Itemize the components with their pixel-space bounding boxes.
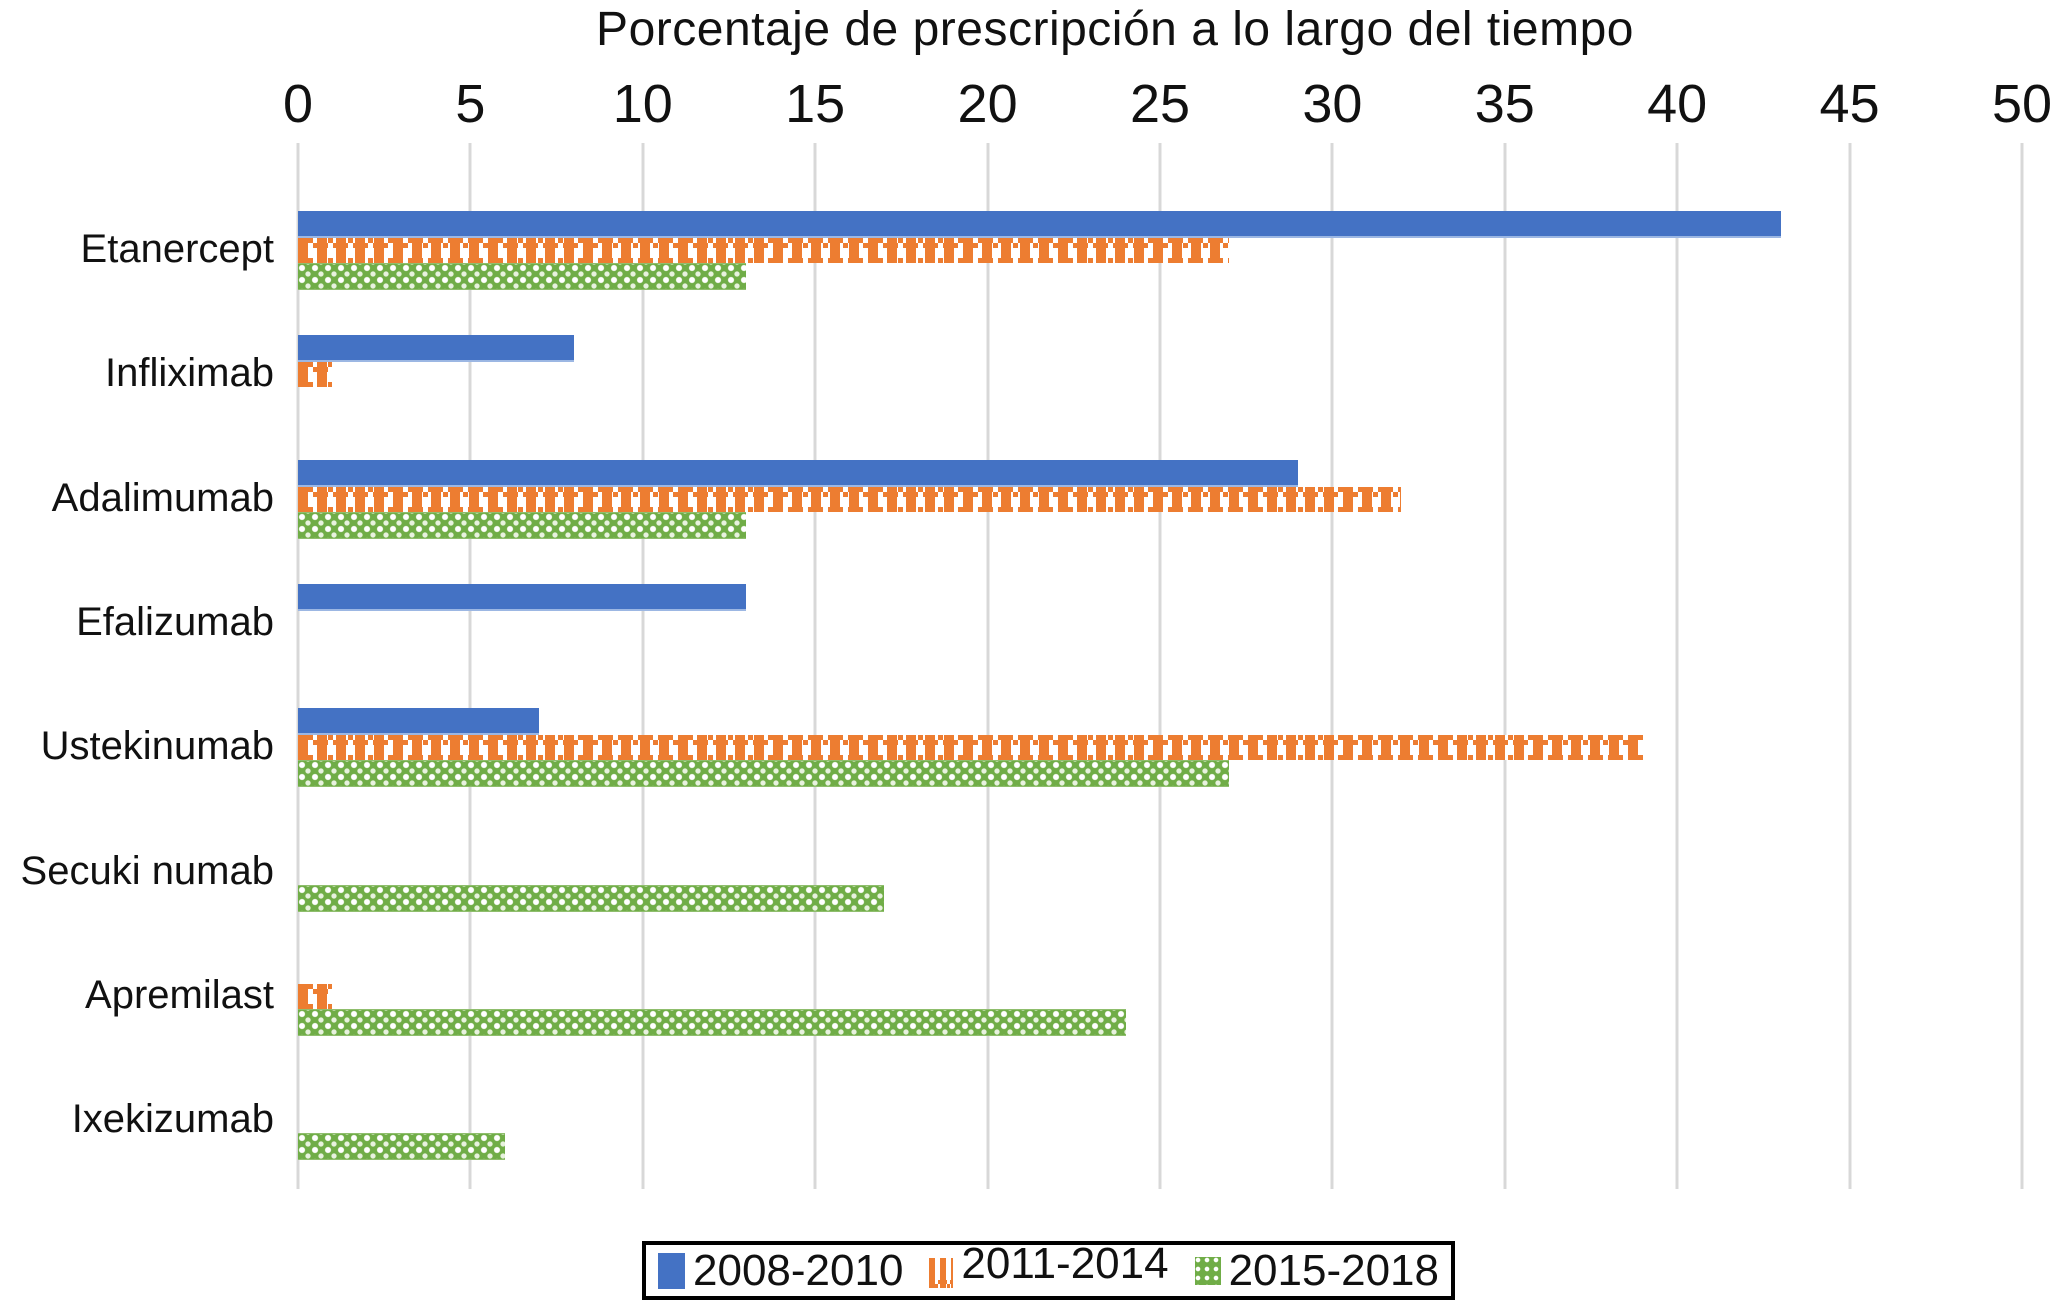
category-label: Secuki numab: [20, 848, 274, 893]
x-tick-label: 15: [785, 74, 846, 134]
category-row: Ixekizumab: [0, 1081, 2051, 1160]
bar: [298, 460, 1298, 487]
bar: [298, 335, 574, 362]
bar: [298, 584, 747, 611]
category-label: Ixekizumab: [71, 1096, 274, 1141]
x-tick-label: 35: [1474, 74, 1535, 134]
bar: [298, 263, 747, 290]
category-row: Adalimumab: [0, 460, 2051, 539]
category-label: Adalimumab: [51, 475, 274, 520]
category-row: Apremilast: [0, 957, 2051, 1036]
x-tick-label: 40: [1647, 74, 1708, 134]
gridline: [2020, 143, 2024, 1189]
gridline: [1503, 143, 1507, 1189]
category-label: Efalizumab: [76, 599, 274, 644]
category-row: Secuki numab: [0, 833, 2051, 912]
category-label: Ustekinumab: [40, 723, 274, 768]
bar: [298, 362, 333, 387]
gridline: [641, 143, 645, 1189]
category-label: Etanercept: [80, 226, 274, 271]
bar-group: [298, 833, 2022, 912]
bar-group: [298, 957, 2022, 1036]
x-tick-label: 30: [1302, 74, 1363, 134]
bar-group: [298, 460, 2022, 539]
gridline: [1848, 143, 1852, 1189]
legend-label: 2011-2014: [961, 1238, 1169, 1288]
legend-swatch-icon: [1194, 1256, 1221, 1285]
gridline: [296, 143, 300, 1189]
bar: [298, 1133, 505, 1160]
gridline: [468, 143, 472, 1189]
gridline: [1675, 143, 1679, 1189]
legend-swatch-icon: [929, 1257, 954, 1288]
gridline: [986, 143, 990, 1189]
x-tick-label: 45: [1819, 74, 1880, 134]
legend-label: 2008-2010: [693, 1245, 904, 1295]
bar: [298, 735, 1643, 760]
chart-title: Porcentaje de prescripción a lo largo de…: [596, 3, 1634, 56]
legend-item: 2015-2018: [1194, 1245, 1439, 1296]
legend-item: 2011-2014: [929, 1239, 1169, 1296]
gridline: [1158, 143, 1162, 1189]
bar: [298, 1009, 1126, 1036]
bar: [298, 984, 333, 1009]
bar-group: [298, 708, 2022, 787]
bar: [298, 885, 885, 912]
legend: 2008-2010 2011-2014 2015-2018: [642, 1239, 1455, 1300]
category-row: Ustekinumab: [0, 708, 2051, 787]
bar-group: [298, 584, 2022, 660]
legend-swatch-icon: [658, 1252, 685, 1289]
x-axis: 0 5 10 15 20 25 30 35 40 45 50: [283, 72, 2051, 136]
bar-group: [298, 211, 2022, 290]
category-row: Infliximab: [0, 335, 2051, 411]
x-tick-label: 20: [957, 74, 1018, 134]
x-tick-label: 10: [612, 74, 673, 134]
x-tick-label: 5: [455, 74, 486, 134]
gridline: [813, 143, 817, 1189]
x-tick-label: 50: [1991, 74, 2051, 134]
legend-item: 2008-2010: [658, 1246, 903, 1296]
x-tick-label: 25: [1129, 74, 1191, 134]
category-row: Efalizumab: [0, 584, 2051, 660]
x-tick-label: 0: [282, 74, 314, 134]
gridline: [1330, 143, 1334, 1189]
bar: [298, 760, 1229, 787]
bar: [298, 238, 1229, 263]
bar: [298, 487, 1402, 512]
bar: [298, 512, 747, 539]
plot-area: [296, 143, 2024, 1189]
bar: [298, 211, 1781, 238]
category-label: Apremilast: [85, 972, 274, 1017]
bar: [298, 708, 540, 735]
category-label: Infliximab: [105, 350, 274, 395]
bar-group: [298, 1081, 2022, 1160]
bar-group: [298, 335, 2022, 411]
legend-label: 2015-2018: [1228, 1245, 1439, 1295]
category-row: Etanercept: [0, 211, 2051, 290]
